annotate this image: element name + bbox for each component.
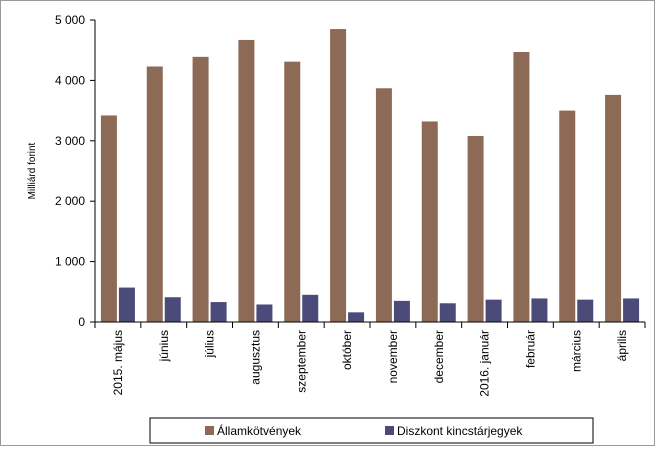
bar-diszkont-kincstarjegyek (348, 312, 365, 322)
bar-allamkotvenyek (100, 115, 117, 322)
x-tick-label: szeptember (294, 330, 308, 393)
x-tick-label: augusztus (248, 330, 262, 385)
x-tick-label: 2015. május (111, 330, 125, 395)
y-tick-label: 1 000 (55, 255, 85, 269)
legend-swatch (205, 426, 214, 435)
bar-diszkont-kincstarjegyek (164, 297, 181, 322)
bar-diszkont-kincstarjegyek (393, 300, 410, 322)
bar-allamkotvenyek (605, 94, 622, 322)
bar-diszkont-kincstarjegyek (623, 298, 640, 322)
x-tick-label: november (386, 330, 400, 383)
y-tick-label: 5 000 (55, 13, 85, 27)
bar-diszkont-kincstarjegyek (210, 302, 227, 322)
bar-allamkotvenyek (192, 56, 209, 323)
x-tick-label: 2016. január (478, 330, 492, 397)
y-tick-label: 4 000 (55, 73, 85, 87)
x-tick-label: július (203, 330, 217, 358)
x-tick-label: június (157, 330, 171, 362)
legend-box (149, 417, 594, 444)
bar-diszkont-kincstarjegyek (118, 287, 135, 322)
bar-allamkotvenyek (146, 66, 163, 323)
x-tick-label: április (615, 330, 629, 361)
legend-label: Államkötvények (217, 423, 302, 438)
bar-diszkont-kincstarjegyek (256, 304, 273, 322)
bar-allamkotvenyek (330, 29, 347, 323)
bar-allamkotvenyek (284, 61, 301, 323)
bar-diszkont-kincstarjegyek (439, 303, 456, 322)
legend-label: Diszkont kincstárjegyek (397, 424, 523, 438)
bar-diszkont-kincstarjegyek (485, 299, 502, 322)
legend-swatch (385, 426, 394, 435)
bar-allamkotvenyek (559, 110, 576, 322)
y-tick-label: 3 000 (55, 134, 85, 148)
bar-diszkont-kincstarjegyek (531, 298, 548, 322)
bar-allamkotvenyek (238, 39, 255, 322)
bar-allamkotvenyek (467, 135, 484, 322)
y-tick-label: 0 (78, 315, 85, 329)
x-tick-label: február (523, 330, 537, 368)
bar-allamkotvenyek (375, 88, 392, 322)
x-tick-label: december (432, 330, 446, 383)
y-axis-title: Milliárd forint (27, 142, 38, 199)
bar-allamkotvenyek (421, 121, 438, 322)
x-tick-label: március (569, 330, 583, 372)
bar-diszkont-kincstarjegyek (302, 294, 319, 322)
y-tick-label: 2 000 (55, 194, 85, 208)
bar-allamkotvenyek (513, 52, 530, 323)
bar-diszkont-kincstarjegyek (577, 299, 594, 322)
x-tick-label: október (340, 330, 354, 370)
